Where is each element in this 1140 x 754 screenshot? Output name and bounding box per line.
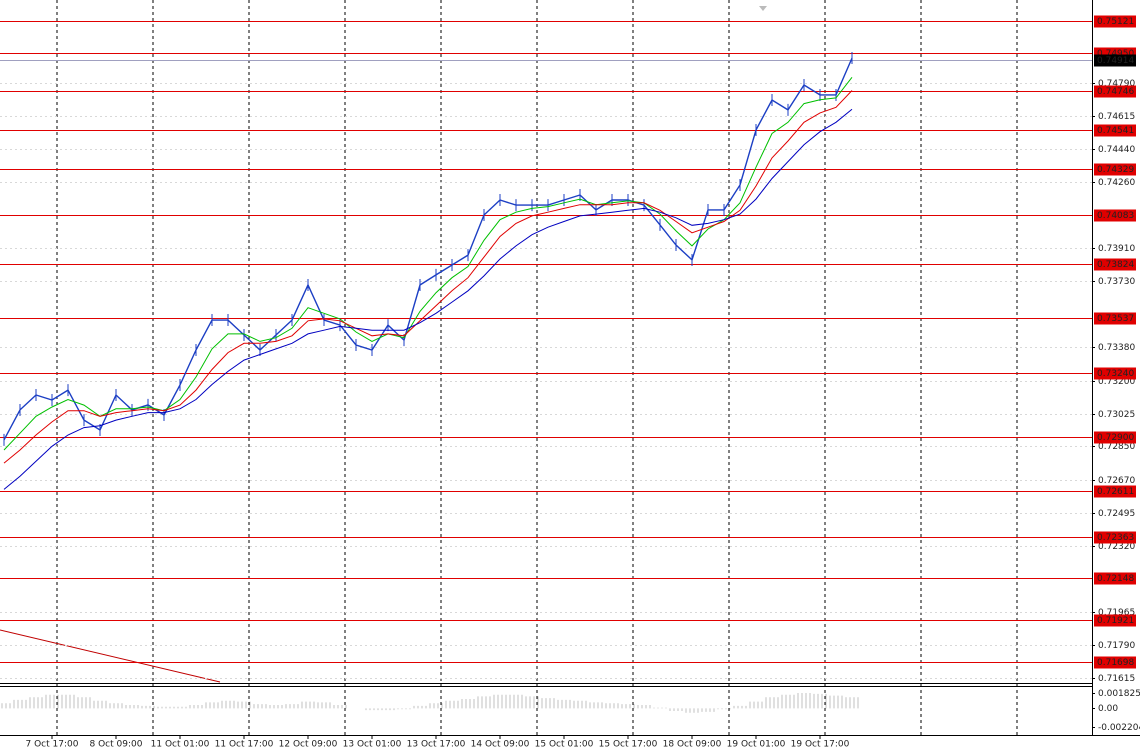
y-tick-label: -0.002204 — [1098, 723, 1140, 733]
level-label: 0.74083 — [1097, 211, 1134, 221]
y-tick-label: 0.73025 — [1098, 410, 1135, 420]
level-label: 0.74746 — [1097, 87, 1134, 97]
current-price-box — [1094, 54, 1136, 67]
series-line — [3, 76, 853, 451]
level-label-box — [1094, 258, 1136, 271]
x-tick-label: 15 Oct 01:00 — [535, 740, 594, 750]
x-tick-label: 11 Oct 01:00 — [151, 740, 210, 750]
series-line — [3, 90, 853, 464]
y-tick-label: 0.73380 — [1098, 343, 1135, 353]
level-label-box — [1094, 15, 1136, 28]
x-tick-label: 13 Oct 17:00 — [407, 740, 466, 750]
x-tick-label: 12 Oct 09:00 — [279, 740, 338, 750]
level-label: 0.73537 — [1097, 314, 1134, 324]
level-label-box — [1094, 572, 1136, 585]
series-line — [3, 57, 853, 441]
level-label: 0.72611 — [1097, 487, 1134, 497]
x-tick-label: 11 Oct 17:00 — [215, 740, 274, 750]
y-tick-label: 0.73200 — [1098, 377, 1135, 387]
level-label-box — [1094, 367, 1136, 380]
trend-line — [0, 629, 221, 683]
y-tick-label: 0.71790 — [1098, 641, 1135, 651]
x-tick-label: 7 Oct 17:00 — [26, 740, 79, 750]
y-tick-label: 0.00 — [1098, 704, 1118, 714]
level-label: 0.71921 — [1097, 616, 1134, 626]
level-label: 0.75121 — [1097, 17, 1134, 27]
level-label-box — [1094, 124, 1136, 137]
level-label-box — [1094, 312, 1136, 325]
level-label: 0.72900 — [1097, 433, 1134, 443]
x-tick-label: 13 Oct 01:00 — [343, 740, 402, 750]
current-price-label: 0.74914 — [1097, 56, 1134, 66]
y-tick-label: 0.72670 — [1098, 476, 1135, 486]
level-label: 0.71698 — [1097, 658, 1134, 668]
level-label-box — [1094, 163, 1136, 176]
level-label-box — [1094, 85, 1136, 98]
level-label-box — [1094, 531, 1136, 544]
y-tick-label: 0.72495 — [1098, 509, 1135, 519]
level-label: 0.74950 — [1097, 49, 1134, 59]
x-tick-label: 19 Oct 17:00 — [791, 740, 850, 750]
x-tick-label: 18 Oct 09:00 — [663, 740, 722, 750]
level-label-box — [1094, 431, 1136, 444]
x-tick-label: 19 Oct 01:00 — [727, 740, 786, 750]
level-label: 0.72148 — [1097, 574, 1134, 584]
level-label-box — [1094, 209, 1136, 222]
level-label-box — [1094, 656, 1136, 669]
y-tick-label: 0.001825 — [1098, 689, 1140, 699]
y-tick-label: 0.72320 — [1098, 542, 1135, 552]
level-label-box — [1094, 614, 1136, 627]
series-line — [3, 108, 853, 490]
level-label: 0.72363 — [1097, 533, 1134, 543]
level-label: 0.74329 — [1097, 165, 1134, 175]
y-tick-label: 0.72850 — [1098, 442, 1135, 452]
level-label: 0.73240 — [1097, 369, 1134, 379]
y-tick-label: 0.71965 — [1098, 608, 1135, 618]
level-label-box — [1094, 485, 1136, 498]
shift-marker — [759, 6, 767, 11]
y-tick-label: 0.74440 — [1098, 145, 1135, 155]
y-tick-label: 0.73910 — [1098, 244, 1135, 254]
y-tick-label: 0.74790 — [1098, 79, 1135, 89]
x-tick-label: 14 Oct 09:00 — [471, 740, 530, 750]
level-label: 0.74541 — [1097, 126, 1134, 136]
x-tick-label: 15 Oct 17:00 — [599, 740, 658, 750]
level-label: 0.73824 — [1097, 260, 1134, 270]
y-tick-label: 0.74615 — [1098, 112, 1135, 122]
y-tick-label: 0.71615 — [1098, 674, 1135, 684]
x-tick-label: 8 Oct 09:00 — [90, 740, 143, 750]
y-tick-label: 0.74260 — [1098, 178, 1135, 188]
y-tick-label: 0.73730 — [1098, 277, 1135, 287]
